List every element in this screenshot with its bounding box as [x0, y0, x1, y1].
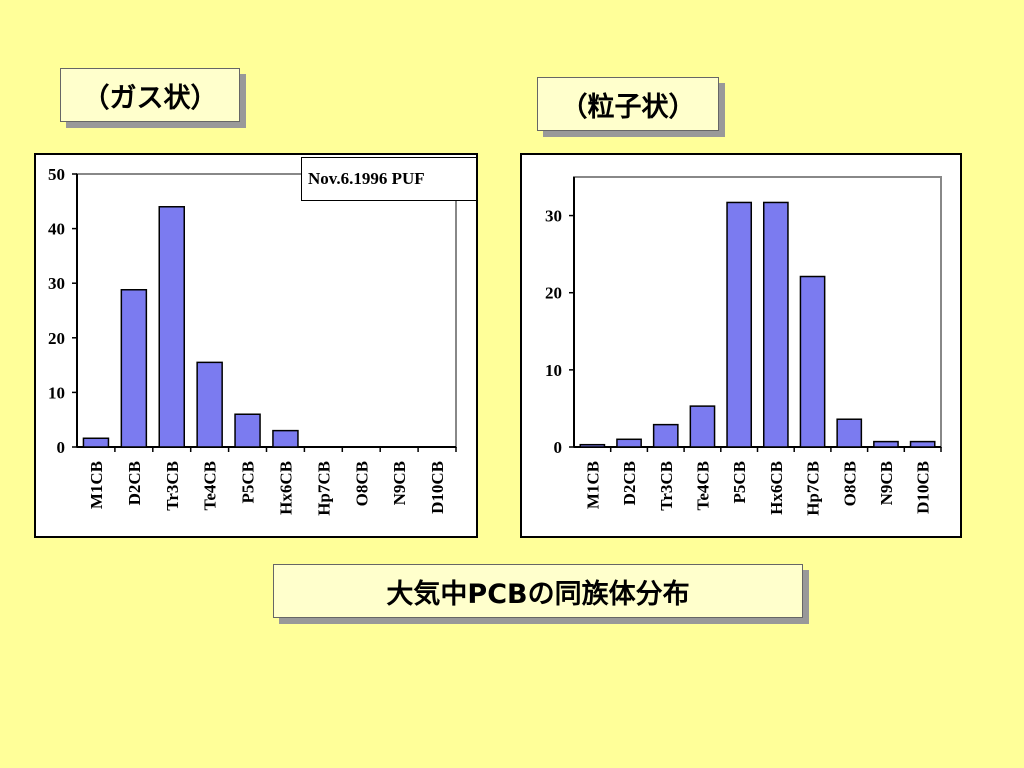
x-tick-label: Hx6CB [767, 461, 786, 515]
x-tick-label: N9CB [390, 461, 409, 505]
y-tick-label: 0 [554, 438, 563, 457]
bar-O8CB [836, 418, 863, 448]
y-tick-label: 30 [545, 207, 562, 226]
plot-area [573, 176, 942, 448]
x-tick-label: Tr3CB [657, 461, 676, 511]
x-tick-label: D10CB [914, 461, 933, 514]
bar-D2CB [616, 438, 642, 448]
bar-Hx6CB [762, 201, 789, 448]
x-tick-label: P5CB [239, 461, 258, 504]
x-tick-label: D2CB [620, 461, 639, 505]
x-tick-label: N9CB [877, 461, 896, 505]
bar-D2CB [120, 289, 148, 448]
bar-Te4CB [689, 405, 716, 448]
bar-Hp7CB [799, 275, 826, 448]
y-tick-label: 0 [57, 438, 66, 457]
y-tick-label: 20 [48, 329, 65, 348]
x-tick-label: M1CB [583, 461, 602, 509]
x-tick-label: Hp7CB [314, 461, 333, 516]
figure-caption-text: 大気中PCBの同族体分布 [386, 578, 690, 610]
bar-P5CB [234, 413, 261, 448]
gas-phase-label: （ガス状） [60, 68, 240, 122]
x-tick-label: Tr3CB [163, 461, 182, 511]
y-tick-label: 10 [545, 361, 562, 380]
bar-M1CB [579, 443, 606, 448]
y-tick-label: 50 [48, 165, 65, 184]
figure-caption: 大気中PCBの同族体分布 [273, 564, 803, 618]
bar-Hx6CB [272, 429, 299, 448]
x-tick-label: Hp7CB [804, 461, 823, 516]
bar-Te4CB [196, 361, 223, 448]
bar-D10CB [909, 440, 936, 448]
x-tick-label: O8CB [352, 461, 371, 506]
particle-phase-label-text: （粒子状） [560, 91, 696, 123]
gas-chart-annotation: Nov.6.1996 PUF [301, 157, 477, 201]
bar-N9CB [873, 440, 899, 448]
gas-phase-chart: 0 10 20 30 40 50 M1CB D2CB Tr3CB Te4CB P5CB Hx6CB Hp… [34, 153, 478, 538]
x-tick-label: P5CB [730, 461, 749, 504]
particle-phase-label: （粒子状） [537, 77, 719, 131]
bar-M1CB [82, 437, 110, 448]
x-tick-label: D10CB [428, 461, 447, 514]
particle-phase-chart-svg: 0 10 20 30 M1CB D2CB Tr3CB Te4CB P5CB Hx6CB Hp7CB O… [545, 176, 942, 516]
gas-phase-chart-svg: 0 10 20 30 40 50 M1CB D2CB Tr3CB Te4CB P5CB Hx6CB Hp… [48, 165, 457, 516]
bar-P5CB [726, 201, 753, 448]
bar-Tr3CB [158, 206, 186, 448]
y-tick-label: 30 [48, 274, 65, 293]
x-tick-label: M1CB [87, 461, 106, 509]
y-tick-label: 40 [48, 220, 65, 239]
particle-phase-chart: 0 10 20 30 M1CB D2CB Tr3CB Te4CB P5CB Hx6CB Hp7CB O… [520, 153, 962, 538]
y-tick-label: 10 [48, 383, 65, 402]
x-tick-label: Te4CB [693, 461, 712, 510]
x-tick-label: Te4CB [201, 461, 220, 510]
bar-Tr3CB [652, 423, 679, 448]
gas-phase-label-text: （ガス状） [82, 82, 218, 114]
x-tick-label: O8CB [840, 461, 859, 506]
x-tick-label: Hx6CB [276, 461, 295, 515]
y-tick-label: 20 [545, 284, 562, 303]
x-tick-label: D2CB [125, 461, 144, 505]
